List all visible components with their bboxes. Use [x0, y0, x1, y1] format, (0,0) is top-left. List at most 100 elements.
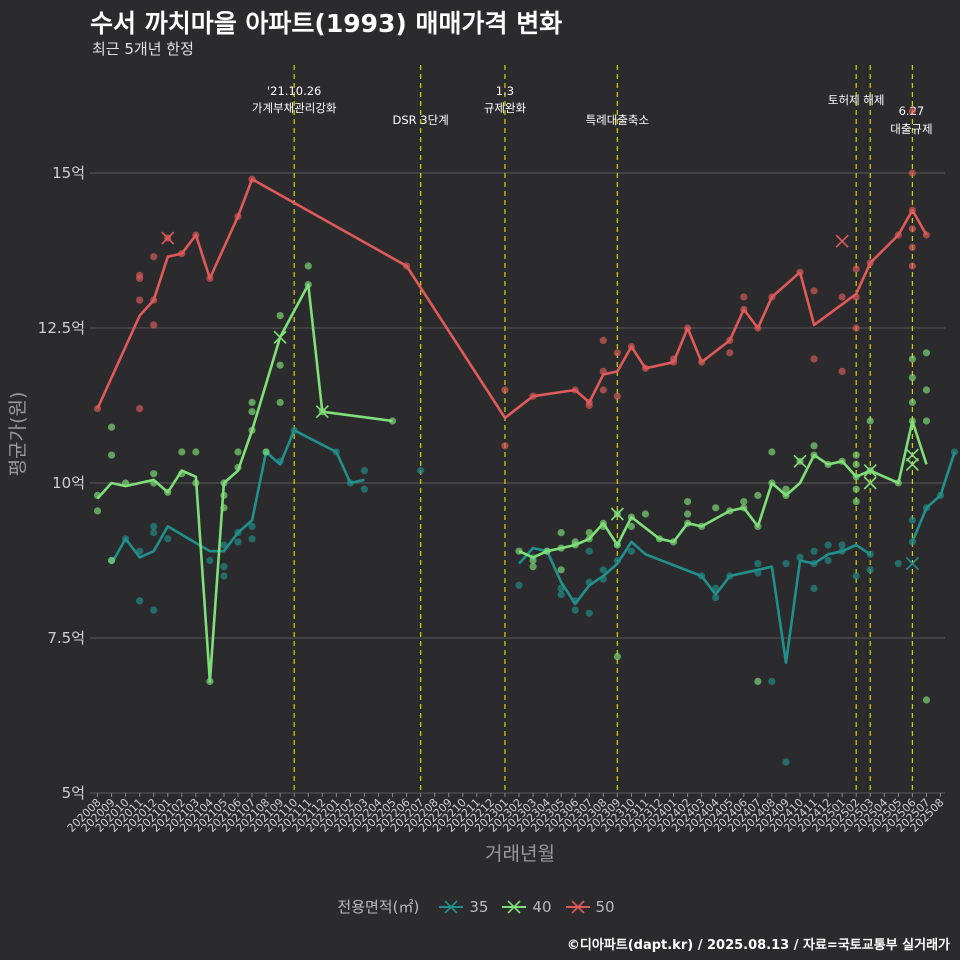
point-50 — [613, 349, 621, 357]
point-40 — [852, 498, 860, 506]
point-40 — [852, 451, 860, 459]
point-50 — [810, 355, 818, 363]
point-35 — [894, 560, 902, 568]
point-40 — [782, 485, 790, 493]
series-line-35 — [911, 451, 956, 543]
point-40 — [248, 408, 256, 416]
event-label: DSR 3단계 — [393, 113, 449, 127]
point-35 — [136, 597, 144, 605]
point-40 — [740, 498, 748, 506]
point-35 — [585, 609, 593, 617]
point-40 — [922, 386, 931, 394]
point-40 — [627, 522, 636, 531]
y-tick-label: 5억 — [62, 784, 85, 802]
point-40 — [234, 448, 242, 456]
cross-40 — [905, 457, 919, 471]
event-label: 가계부채관리강화 — [252, 101, 337, 115]
chart-subtitle: 최근 5개년 한정 — [92, 40, 194, 58]
point-35 — [150, 606, 158, 614]
point-40 — [613, 653, 621, 661]
point-35 — [810, 547, 818, 555]
point-35 — [782, 758, 790, 766]
event-label: '21.10.26 — [267, 84, 321, 98]
point-40 — [262, 448, 270, 456]
legend-label-40: 40 — [532, 897, 552, 916]
point-35 — [838, 541, 846, 549]
point-50 — [908, 225, 917, 233]
point-35 — [571, 606, 579, 614]
point-40 — [908, 355, 917, 363]
point-50 — [599, 336, 607, 344]
legend: 전용면적(㎡) 35 40 50 — [0, 896, 960, 917]
point-50 — [726, 349, 734, 357]
y-tick-label: 7.5억 — [47, 629, 85, 647]
point-40 — [557, 566, 565, 574]
series-line-40 — [96, 283, 393, 683]
point-35 — [360, 467, 369, 475]
point-50 — [599, 386, 607, 394]
point-50 — [838, 293, 846, 301]
series-line-40 — [518, 419, 928, 559]
point-35 — [627, 547, 636, 555]
x-axis-title: 거래년월 — [485, 843, 555, 865]
point-50 — [150, 321, 158, 329]
point-50 — [852, 324, 860, 332]
point-35 — [908, 516, 917, 524]
point-50 — [136, 296, 144, 304]
point-50 — [908, 262, 917, 270]
event-label: 대출규제 — [890, 122, 932, 136]
point-50 — [150, 253, 158, 261]
point-35 — [782, 560, 790, 568]
point-50 — [908, 107, 917, 115]
series-line-35 — [518, 540, 872, 665]
legend-key-40-icon — [502, 899, 527, 914]
point-40 — [684, 498, 692, 506]
cross-40 — [863, 464, 877, 478]
point-40 — [810, 442, 818, 450]
event-label: 특례대출축소 — [586, 113, 649, 127]
point-50 — [501, 386, 509, 394]
point-35 — [515, 581, 523, 589]
legend-label-50: 50 — [595, 897, 615, 916]
point-50 — [908, 169, 917, 177]
cross-40 — [793, 454, 807, 468]
point-35 — [248, 535, 256, 543]
point-35 — [164, 535, 172, 543]
point-50 — [136, 405, 144, 413]
point-40 — [908, 398, 917, 406]
point-40 — [276, 398, 284, 406]
legend-item-50[interactable]: 50 — [565, 897, 615, 916]
point-50 — [585, 401, 593, 410]
point-40 — [150, 470, 158, 478]
point-50 — [908, 243, 917, 251]
point-35 — [234, 538, 242, 546]
point-50 — [136, 274, 144, 282]
point-40 — [754, 491, 762, 499]
cross-40 — [273, 330, 287, 344]
point-40 — [93, 507, 102, 515]
point-35 — [150, 522, 158, 531]
point-35 — [417, 467, 425, 475]
point-40 — [852, 485, 860, 493]
point-35 — [599, 566, 607, 574]
point-40 — [684, 510, 692, 518]
cross-40 — [863, 476, 877, 490]
point-35 — [824, 541, 832, 549]
point-40 — [529, 563, 537, 571]
cross-35 — [905, 557, 919, 571]
event-label: 토허제 해제 — [828, 93, 885, 107]
event-label: 1.3 — [496, 84, 514, 98]
point-40 — [276, 361, 284, 369]
point-40 — [908, 374, 917, 382]
point-50 — [852, 265, 860, 273]
point-40 — [852, 460, 860, 468]
legend-item-35[interactable]: 35 — [439, 898, 488, 916]
point-35 — [866, 566, 874, 574]
legend-item-40[interactable]: 40 — [502, 897, 552, 916]
point-50 — [810, 287, 818, 295]
point-35 — [754, 560, 762, 568]
point-40 — [107, 423, 116, 431]
legend-key-50-icon — [565, 899, 590, 914]
point-40 — [107, 451, 116, 459]
